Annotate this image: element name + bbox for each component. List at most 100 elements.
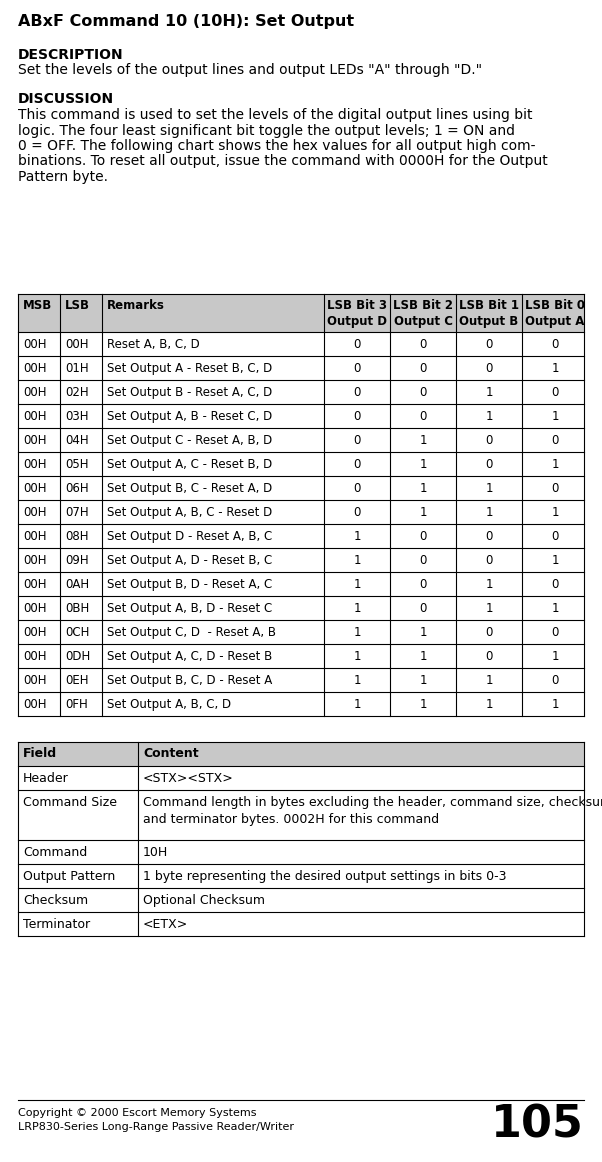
Text: <ETX>: <ETX> <box>143 918 188 931</box>
Text: 0: 0 <box>353 458 361 471</box>
Text: <STX><STX>: <STX><STX> <box>143 772 234 786</box>
Text: Set Output D - Reset A, B, C: Set Output D - Reset A, B, C <box>107 530 272 543</box>
Text: 02H: 02H <box>65 386 88 399</box>
Text: Set Output B, C, D - Reset A: Set Output B, C, D - Reset A <box>107 674 272 687</box>
Text: 1: 1 <box>485 698 493 711</box>
Text: 1: 1 <box>485 602 493 615</box>
Text: DESCRIPTION: DESCRIPTION <box>18 48 123 62</box>
Text: 09H: 09H <box>65 554 88 567</box>
Text: Set Output A, B, D - Reset C: Set Output A, B, D - Reset C <box>107 602 272 615</box>
Text: 1: 1 <box>551 698 559 711</box>
Text: Pattern byte.: Pattern byte. <box>18 170 108 184</box>
Text: 1: 1 <box>419 674 427 687</box>
Text: Field: Field <box>23 747 57 760</box>
Bar <box>18 743 584 766</box>
Text: 1: 1 <box>485 674 493 687</box>
Text: Copyright © 2000 Escort Memory Systems: Copyright © 2000 Escort Memory Systems <box>18 1109 256 1118</box>
Text: Set Output A, C, D - Reset B: Set Output A, C, D - Reset B <box>107 650 272 664</box>
Text: Set Output C - Reset A, B, D: Set Output C - Reset A, B, D <box>107 433 272 447</box>
Text: Optional Checksum: Optional Checksum <box>143 894 265 908</box>
Text: 0: 0 <box>353 386 361 399</box>
Text: Command Size: Command Size <box>23 796 117 809</box>
Text: 1: 1 <box>353 530 361 543</box>
Text: 05H: 05H <box>65 458 88 471</box>
Text: 1: 1 <box>419 626 427 639</box>
Text: LSB Bit 2
Output C: LSB Bit 2 Output C <box>393 299 453 328</box>
Text: Command length in bytes excluding the header, command size, checksum
and termina: Command length in bytes excluding the he… <box>143 796 602 825</box>
Text: logic. The four least significant bit toggle the output levels; 1 = ON and: logic. The four least significant bit to… <box>18 123 515 137</box>
Text: 0: 0 <box>420 363 427 375</box>
Text: 1: 1 <box>419 505 427 519</box>
Text: 0: 0 <box>353 410 361 423</box>
Text: 0FH: 0FH <box>65 698 88 711</box>
Text: Remarks: Remarks <box>107 299 165 313</box>
Text: 0: 0 <box>485 433 492 447</box>
Text: 1: 1 <box>353 626 361 639</box>
Text: 1 byte representing the desired output settings in bits 0-3: 1 byte representing the desired output s… <box>143 870 506 883</box>
Text: Set Output B - Reset A, C, D: Set Output B - Reset A, C, D <box>107 386 272 399</box>
Text: Set Output C, D  - Reset A, B: Set Output C, D - Reset A, B <box>107 626 276 639</box>
Text: Checksum: Checksum <box>23 894 88 908</box>
Text: 0: 0 <box>485 338 492 351</box>
Text: 1: 1 <box>353 602 361 615</box>
Text: 1: 1 <box>485 410 493 423</box>
Text: 0: 0 <box>551 482 559 495</box>
Text: 1: 1 <box>419 698 427 711</box>
Text: This command is used to set the levels of the digital output lines using bit: This command is used to set the levels o… <box>18 108 533 122</box>
Text: 00H: 00H <box>23 386 46 399</box>
Text: 1: 1 <box>485 482 493 495</box>
Text: 07H: 07H <box>65 505 88 519</box>
Text: ABxF Command 10 (10H): Set Output: ABxF Command 10 (10H): Set Output <box>18 14 354 29</box>
Text: Set Output B, D - Reset A, C: Set Output B, D - Reset A, C <box>107 578 272 591</box>
Text: binations. To reset all output, issue the command with 0000H for the Output: binations. To reset all output, issue th… <box>18 155 548 168</box>
Text: 00H: 00H <box>23 338 46 351</box>
Text: 0: 0 <box>485 458 492 471</box>
Text: 0CH: 0CH <box>65 626 89 639</box>
Text: 0: 0 <box>353 482 361 495</box>
Text: 0: 0 <box>551 338 559 351</box>
Text: Set Output B, C - Reset A, D: Set Output B, C - Reset A, D <box>107 482 272 495</box>
Text: 00H: 00H <box>23 505 46 519</box>
Text: 1: 1 <box>485 505 493 519</box>
Text: 00H: 00H <box>23 650 46 664</box>
Text: 00H: 00H <box>23 530 46 543</box>
Text: LRP830-Series Long-Range Passive Reader/Writer: LRP830-Series Long-Range Passive Reader/… <box>18 1122 294 1132</box>
Text: LSB Bit 0
Output A: LSB Bit 0 Output A <box>525 299 585 328</box>
Text: 0: 0 <box>420 554 427 567</box>
Text: 1: 1 <box>485 578 493 591</box>
Text: MSB: MSB <box>23 299 52 313</box>
Text: 0: 0 <box>420 410 427 423</box>
Text: 00H: 00H <box>23 626 46 639</box>
Text: 1: 1 <box>551 458 559 471</box>
Text: 0: 0 <box>485 530 492 543</box>
Text: 10H: 10H <box>143 846 168 859</box>
Text: 0: 0 <box>353 338 361 351</box>
Text: 00H: 00H <box>23 674 46 687</box>
Text: 00H: 00H <box>23 458 46 471</box>
Text: Set Output A, B, C, D: Set Output A, B, C, D <box>107 698 231 711</box>
Text: Set Output A - Reset B, C, D: Set Output A - Reset B, C, D <box>107 363 272 375</box>
Text: 0: 0 <box>420 578 427 591</box>
Text: 1: 1 <box>419 482 427 495</box>
Text: 0: 0 <box>551 433 559 447</box>
Text: Content: Content <box>143 747 199 760</box>
Text: 1: 1 <box>551 650 559 664</box>
Text: Reset A, B, C, D: Reset A, B, C, D <box>107 338 200 351</box>
Text: 0 = OFF. The following chart shows the hex values for all output high com-: 0 = OFF. The following chart shows the h… <box>18 139 536 153</box>
Text: 0: 0 <box>420 530 427 543</box>
Text: 0: 0 <box>551 674 559 687</box>
Text: 0: 0 <box>485 363 492 375</box>
Text: 1: 1 <box>551 554 559 567</box>
Text: 0: 0 <box>485 554 492 567</box>
Text: 01H: 01H <box>65 363 88 375</box>
Text: 0EH: 0EH <box>65 674 88 687</box>
Text: Set Output A, D - Reset B, C: Set Output A, D - Reset B, C <box>107 554 272 567</box>
Text: 1: 1 <box>353 674 361 687</box>
Text: 00H: 00H <box>23 602 46 615</box>
Text: 1: 1 <box>551 602 559 615</box>
Text: 00H: 00H <box>23 482 46 495</box>
Text: Command: Command <box>23 846 87 859</box>
Text: 0: 0 <box>353 363 361 375</box>
Text: 1: 1 <box>353 554 361 567</box>
Text: 1: 1 <box>551 363 559 375</box>
